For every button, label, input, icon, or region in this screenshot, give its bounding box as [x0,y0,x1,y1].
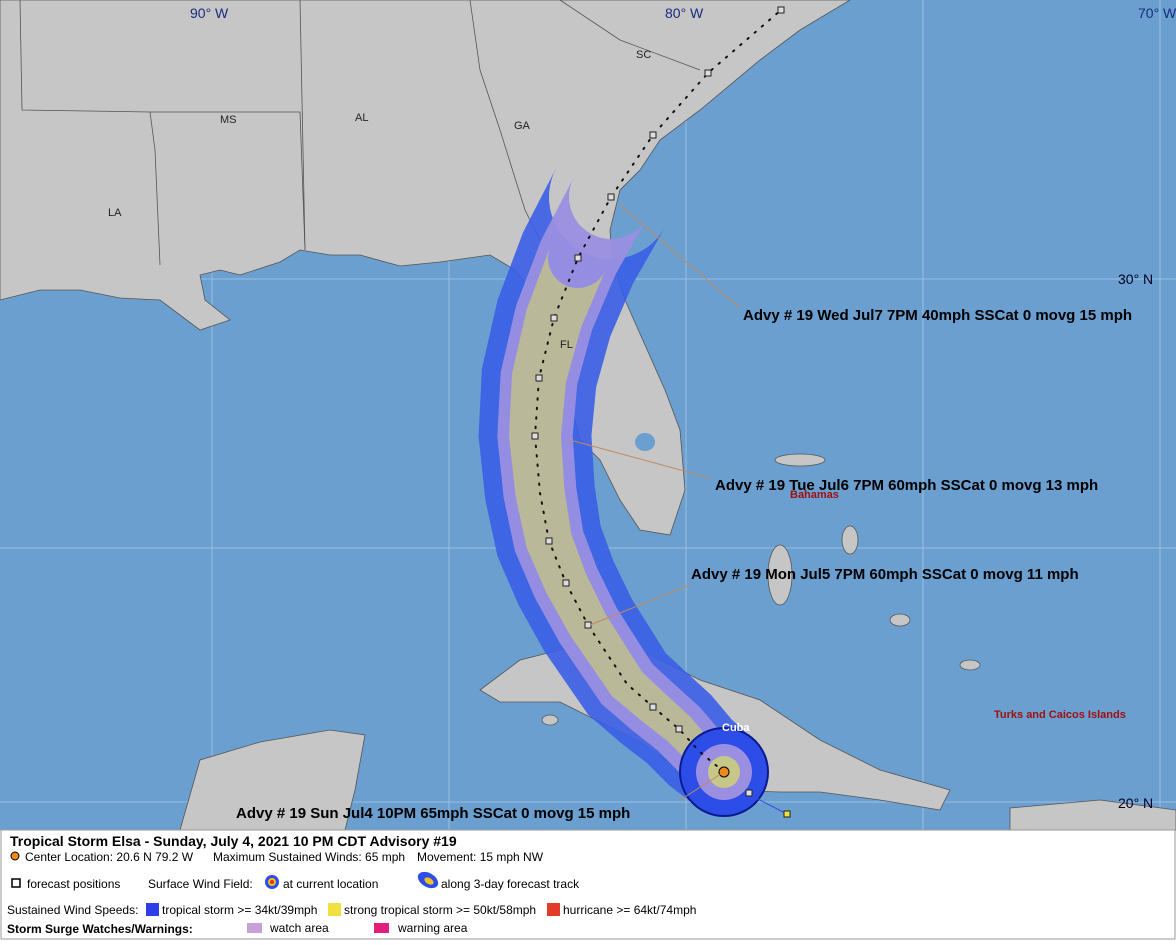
forecast-position [607,193,615,201]
place: Turks and Caicos Islands [994,709,1126,721]
legend-text: strong tropical storm >= 50kt/58mph [344,903,536,917]
state: AL [355,112,368,124]
track-line [533,9,782,773]
legend-text: Movement: 15 mph NW [417,850,544,864]
forecast-position [535,374,543,382]
legend-text: Storm Surge Watches/Warnings: [7,922,193,936]
place: Bahamas [790,489,839,501]
forecast-position [704,69,712,77]
legend-title: Tropical Storm Elsa - Sunday, July 4, 20… [10,833,457,849]
state: MS [220,114,237,126]
state: LA [108,207,122,219]
legend-text: Center Location: 20.6 N 79.2 W [25,850,194,864]
forecast-position [777,6,785,14]
grid-labels: 90° W 80° W 70° W 30° N 20° N [190,5,1176,811]
cone-sts [509,246,733,783]
forecast-position [545,537,553,545]
forecast-position [649,703,657,711]
legend-box [0,829,1176,940]
place: Cuba [722,722,750,734]
legend-text: Maximum Sustained Winds: 65 mph [213,850,405,864]
legend-text: at current location [283,877,378,891]
lake [635,433,655,451]
leader-lines [569,204,741,801]
forecast-position [675,725,683,733]
legend-text: forecast positions [27,877,120,891]
state: GA [514,120,531,132]
advisory: Advy # 19 Wed Jul7 7PM 40mph SSCat 0 mov… [743,307,1132,324]
state: FL [560,339,573,351]
legend-text: hurricane >= 64kt/74mph [563,903,696,917]
advisory: Advy # 19 Mon Jul5 7PM 60mph SSCat 0 mov… [691,566,1079,583]
state-labels: SC GA AL MS LA FL [108,49,651,351]
forecast-position [783,810,791,818]
lon-label: 80° W [665,5,704,21]
state-borders [19,0,701,266]
forecast-position [649,131,657,139]
advisory-labels: Advy # 19 Wed Jul7 7PM 40mph SSCat 0 mov… [236,307,1132,822]
legend-text: along 3-day forecast track [441,877,580,891]
legend-text: watch area [269,921,329,935]
forecast-position [745,789,753,797]
track-line [751,795,788,815]
forecast-position [531,432,539,440]
legend-text: Surface Wind Field: [148,877,253,891]
forecast-cone [478,167,753,806]
legend-text: Sustained Wind Speeds: [7,903,138,917]
state: SC [636,49,651,61]
lat-label: 20° N [1118,795,1153,811]
forecast-position [550,314,558,322]
advisory: Advy # 19 Tue Jul6 7PM 60mph SSCat 0 mov… [715,477,1098,494]
advisory: Advy # 19 Sun Jul4 10PM 65mph SSCat 0 mo… [236,805,630,822]
track [531,6,791,818]
lon-label: 70° W [1138,5,1176,21]
legend: Tropical Storm Elsa - Sunday, July 4, 20… [0,829,1176,940]
forecast-position [574,254,582,262]
legend-text: warning area [397,921,468,935]
lon-label: 90° W [190,5,229,21]
lat-label: 30° N [1118,271,1153,287]
forecast-position [562,579,570,587]
place-labels: Bahamas Cuba Turks and Caicos Islands [722,489,1126,734]
legend-text: tropical storm >= 34kt/39mph [162,903,317,917]
